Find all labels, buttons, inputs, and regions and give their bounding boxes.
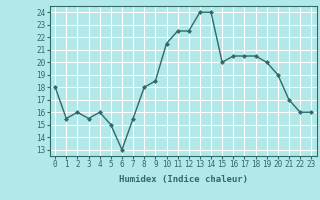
X-axis label: Humidex (Indice chaleur): Humidex (Indice chaleur) bbox=[119, 175, 248, 184]
